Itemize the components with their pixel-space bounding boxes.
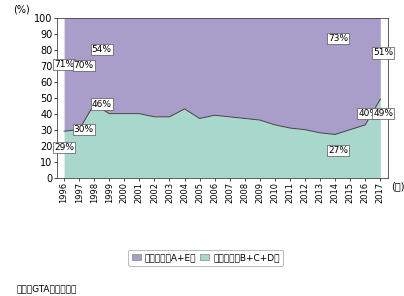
Text: (年): (年)	[391, 181, 404, 191]
Text: 71%: 71%	[54, 59, 74, 69]
Text: 資料：GTAから作成。: 資料：GTAから作成。	[16, 284, 76, 293]
Text: 40%: 40%	[358, 109, 378, 118]
Text: 51%: 51%	[373, 49, 393, 57]
Text: 46%: 46%	[92, 99, 112, 109]
Text: 30%: 30%	[74, 125, 94, 134]
Text: 54%: 54%	[92, 45, 112, 54]
Text: (%): (%)	[13, 4, 30, 15]
Text: 49%: 49%	[373, 109, 393, 118]
Text: 70%: 70%	[74, 61, 94, 70]
Text: 27%: 27%	[328, 146, 348, 155]
Text: 73%: 73%	[328, 34, 348, 43]
Text: 29%: 29%	[54, 143, 74, 152]
Legend: 垂直分業（A+E）, 水平分業（B+C+D）: 垂直分業（A+E）, 水平分業（B+C+D）	[128, 250, 283, 266]
